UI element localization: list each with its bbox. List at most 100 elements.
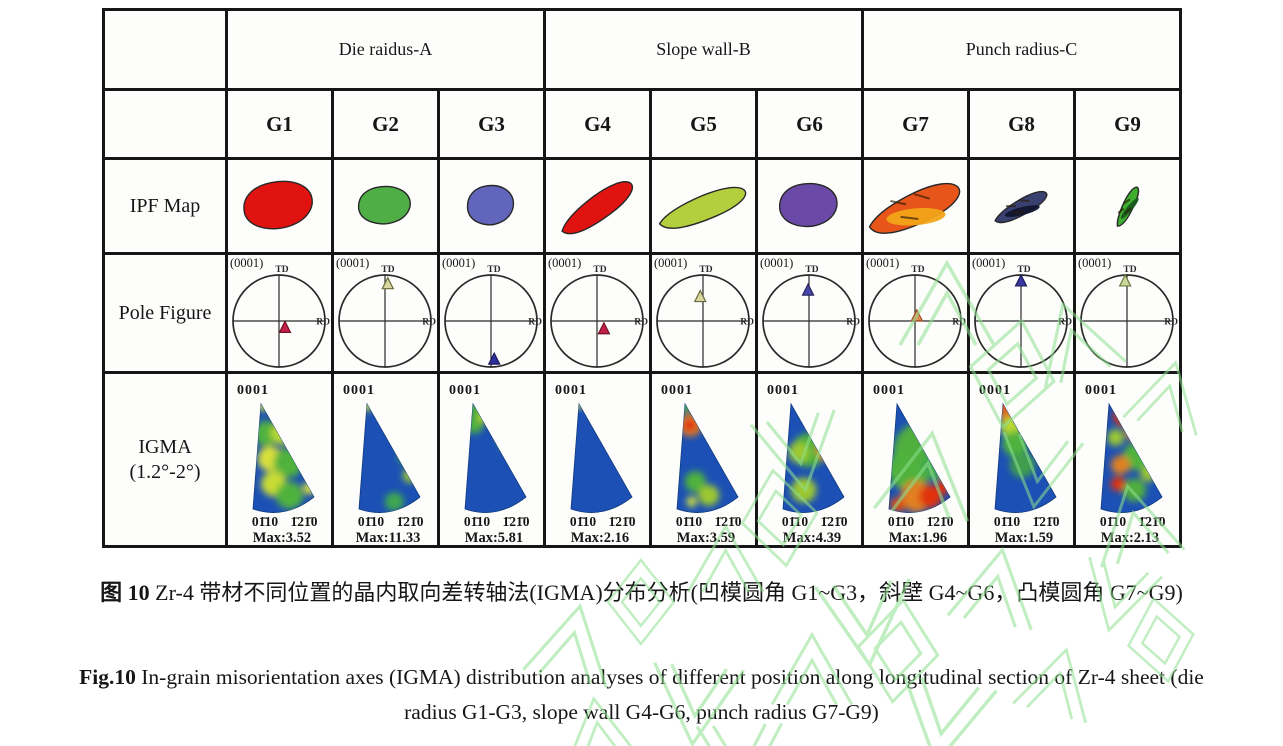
igma-cell-G3: 0001 01̄10 1̄21̄0 Max:5.81: [440, 374, 546, 548]
igma-left-axis-label: 01̄10: [1100, 514, 1127, 529]
pole-plane-label: (0001): [336, 256, 369, 270]
igma-apex-label: 0001: [661, 383, 693, 398]
pole-figure-G9: (0001) TD RD: [1078, 256, 1178, 368]
rd-axis-label: RD: [846, 318, 860, 328]
grain-boundary-marks: [1117, 198, 1135, 217]
ipf-cell-G7: [864, 160, 970, 255]
grain-blob: [780, 184, 837, 227]
igma-left-axis-label: 01̄10: [252, 514, 279, 529]
igma-apex-label: 0001: [873, 383, 905, 398]
pole-figure-G4: (0001) TD RD: [548, 256, 648, 368]
caption-chinese-number: 图 10: [100, 580, 150, 605]
pole-figure-G2: (0001) TD RD: [336, 256, 436, 368]
pole-cell-G4: (0001) TD RD: [546, 255, 652, 374]
igma-wedge: [358, 402, 421, 513]
col-header-g2: G2: [334, 91, 440, 160]
rd-axis-label: RD: [528, 318, 542, 328]
igma-right-axis-label: 1̄21̄0: [821, 514, 848, 529]
row-label-pole-figure: Pole Figure: [105, 255, 228, 374]
igma-apex-label: 0001: [237, 383, 269, 398]
igma-right-axis-label: 1̄21̄0: [291, 514, 318, 529]
ipf-map-G3: [440, 160, 543, 252]
pole-cell-G8: (0001) TD RD: [970, 255, 1076, 374]
igma-cell-G4: 0001 01̄10 1̄21̄0 Max:2.16: [546, 374, 652, 548]
rd-axis-label: RD: [1058, 318, 1072, 328]
igma-left-axis-label: 01̄10: [888, 514, 915, 529]
grain-blob: [241, 178, 314, 232]
ipf-map-G1: [228, 160, 331, 252]
col-header-g5: G5: [652, 91, 758, 160]
igma-right-axis-label: 1̄21̄0: [503, 514, 530, 529]
igma-max-value: Max:5.81: [465, 530, 523, 545]
pole-marker: [597, 321, 611, 335]
rd-axis-label: RD: [952, 318, 966, 328]
pole-cell-G9: (0001) TD RD: [1076, 255, 1182, 374]
ipf-map-G9: [1076, 160, 1179, 252]
igma-apex-label: 0001: [449, 383, 481, 398]
igma-right-axis-label: 1̄21̄0: [715, 514, 742, 529]
pole-figure-G7: (0001) TD RD: [866, 256, 966, 368]
pole-cell-G6: (0001) TD RD: [758, 255, 864, 374]
ipf-cell-G8: [970, 160, 1076, 255]
col-header-g6: G6: [758, 91, 864, 160]
igma-cell-G9: 0001 01̄10 1̄21̄0 Max:2.13: [1076, 374, 1182, 548]
rd-axis-label: RD: [1164, 318, 1178, 328]
pole-figure-G3: (0001) TD RD: [442, 256, 542, 368]
igma-intensity-patches: [253, 404, 314, 509]
igma-left-axis-label: 01̄10: [358, 514, 385, 529]
grain-blob: [359, 186, 411, 223]
pole-plane-label: (0001): [760, 256, 793, 270]
igma-right-axis-label: 1̄21̄0: [1139, 514, 1166, 529]
pole-marker: [381, 276, 395, 290]
figure-table: Die raidus-A Slope wall-B Punch radius-C…: [102, 8, 1182, 548]
pole-cell-G2: (0001) TD RD: [334, 255, 440, 374]
grain-boundary-marks: [890, 193, 931, 222]
group-header-punch-radius: Punch radius-C: [864, 11, 1182, 91]
igma-intensity-patches: [574, 404, 584, 410]
grain-blob: [468, 186, 514, 225]
igma-left-axis-label: 01̄10: [782, 514, 809, 529]
igma-apex-label: 0001: [1085, 383, 1117, 398]
ipf-cell-G4: [546, 160, 652, 255]
col-header-g9: G9: [1076, 91, 1182, 160]
ipf-map-G8: [970, 160, 1073, 252]
grain-blob-accent: [886, 208, 946, 226]
rd-axis-label: RD: [634, 318, 648, 328]
corner-cell-glabels: [105, 91, 228, 160]
td-axis-label: TD: [1017, 265, 1030, 275]
td-axis-label: TD: [593, 265, 606, 275]
igma-cell-G6: 0001 01̄10 1̄21̄0 Max:4.39: [758, 374, 864, 548]
grain-blob: [657, 186, 749, 230]
caption-chinese-text: Zr-4 带材不同位置的晶内取向差转轴法(IGMA)分布分析(凹模圆角 G1~G…: [149, 580, 1183, 605]
group-header-die-radius: Die raidus-A: [228, 11, 546, 91]
ipf-map-G7: [864, 160, 967, 252]
row-label-ipf-map: IPF Map: [105, 160, 228, 255]
igma-right-axis-label: 1̄21̄0: [1033, 514, 1060, 529]
igma-max-value: Max:2.13: [1101, 530, 1159, 545]
igma-apex-label: 0001: [555, 383, 587, 398]
pole-plane-label: (0001): [654, 256, 687, 270]
igma-apex-label: 0001: [767, 383, 799, 398]
td-axis-label: TD: [911, 265, 924, 275]
ipf-map-G5: [652, 160, 755, 252]
igma-cell-G2: 0001 01̄10 1̄21̄0 Max:11.33: [334, 374, 440, 548]
pole-marker: [1014, 273, 1028, 287]
igma-left-axis-label: 01̄10: [464, 514, 491, 529]
col-header-g8: G8: [970, 91, 1076, 160]
pole-plane-label: (0001): [1078, 256, 1111, 270]
igma-max-value: Max:1.59: [995, 530, 1053, 545]
pole-marker: [1118, 273, 1132, 287]
pole-cell-G7: (0001) TD RD: [864, 255, 970, 374]
grain-boundary-marks: [1005, 198, 1031, 216]
ipf-cell-G6: [758, 160, 864, 255]
col-header-g3: G3: [440, 91, 546, 160]
